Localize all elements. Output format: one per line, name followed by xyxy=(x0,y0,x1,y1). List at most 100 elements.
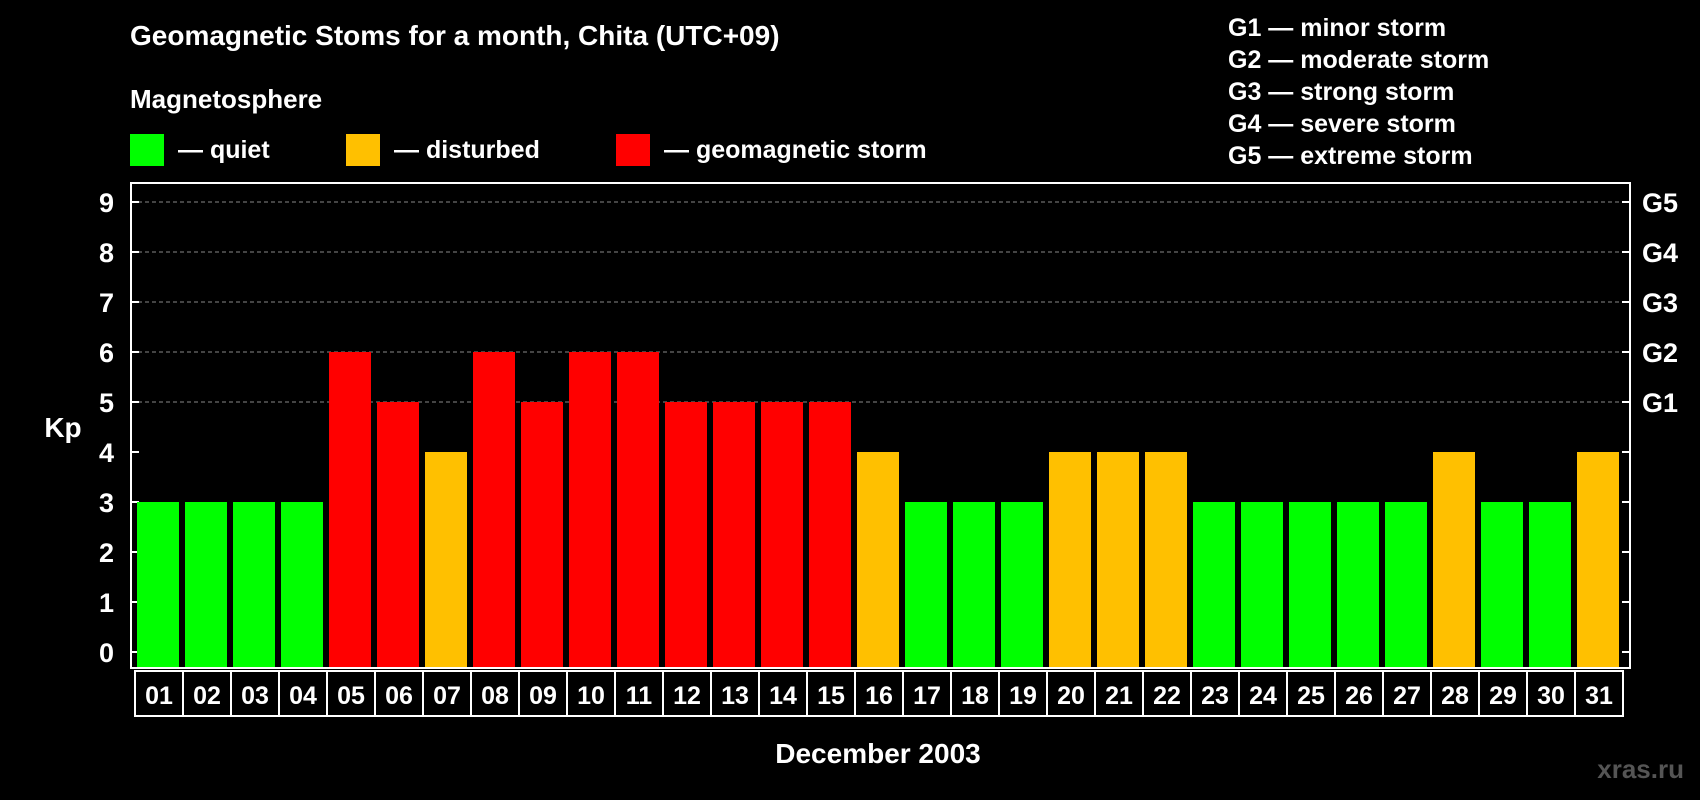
x-tick-label-21: 21 xyxy=(1105,682,1133,710)
x-tick-label-20: 20 xyxy=(1057,682,1085,710)
bar-day-05 xyxy=(329,352,371,667)
legend-storm-label: — geomagnetic storm xyxy=(664,135,927,164)
legend-disturbed-label: — disturbed xyxy=(394,135,540,164)
bar-day-14 xyxy=(761,402,803,667)
date-label-box xyxy=(134,670,1624,717)
y-tick-label: 2 xyxy=(99,538,114,568)
plot-frame xyxy=(130,182,1631,669)
watermark: xras.ru xyxy=(1597,754,1684,784)
bar-day-31 xyxy=(1577,452,1619,667)
legend-disturbed: — disturbed xyxy=(346,134,540,166)
x-tick-label-02: 02 xyxy=(193,682,221,710)
g-scale-label-g5: G5 xyxy=(1642,188,1678,218)
x-tick-label-18: 18 xyxy=(961,682,989,710)
g-scale-label-g3: G3 xyxy=(1642,288,1678,318)
bar-day-25 xyxy=(1289,502,1331,667)
bar-day-16 xyxy=(857,452,899,667)
x-axis-title: December 2003 xyxy=(775,738,980,769)
bar-day-03 xyxy=(233,502,275,667)
x-tick-label-25: 25 xyxy=(1297,682,1325,710)
x-tick-label-05: 05 xyxy=(337,682,365,710)
legend-disturbed-swatch xyxy=(346,134,380,166)
bar-day-28 xyxy=(1433,452,1475,667)
bar-day-01 xyxy=(137,502,179,667)
bar-day-20 xyxy=(1049,452,1091,667)
bar-day-10 xyxy=(569,352,611,667)
x-tick-label-22: 22 xyxy=(1153,682,1181,710)
y-tick-label: 3 xyxy=(99,488,114,518)
legend-heading: Magnetosphere xyxy=(130,84,323,114)
bar-day-19 xyxy=(1001,502,1043,667)
x-tick-label-01: 01 xyxy=(145,682,173,710)
x-tick-label-06: 06 xyxy=(385,682,413,710)
storm-scale-g4: G4 — severe storm xyxy=(1228,110,1456,138)
x-tick-label-31: 31 xyxy=(1585,682,1613,710)
y-tick-label: 4 xyxy=(99,438,114,468)
x-tick-label-13: 13 xyxy=(721,682,749,710)
bar-day-08 xyxy=(473,352,515,667)
x-tick-label-27: 27 xyxy=(1393,682,1421,710)
x-tick-label-15: 15 xyxy=(817,682,845,710)
y-tick-label: 7 xyxy=(99,288,114,318)
bar-day-09 xyxy=(521,402,563,667)
y-axis-title: Kp xyxy=(44,412,81,443)
legend-storm-swatch xyxy=(616,134,650,166)
bar-day-15 xyxy=(809,402,851,667)
x-tick-label-09: 09 xyxy=(529,682,557,710)
chart-title: Geomagnetic Stoms for a month, Chita (UT… xyxy=(130,20,780,51)
g-scale-label-g4: G4 xyxy=(1642,238,1678,268)
bar-day-12 xyxy=(665,402,707,667)
x-tick-label-26: 26 xyxy=(1345,682,1373,710)
y-tick-label: 5 xyxy=(99,388,114,418)
x-tick-label-14: 14 xyxy=(769,682,797,710)
x-tick-label-29: 29 xyxy=(1489,682,1517,710)
bar-day-26 xyxy=(1337,502,1379,667)
x-tick-label-23: 23 xyxy=(1201,682,1229,710)
x-tick-label-16: 16 xyxy=(865,682,893,710)
y-tick-label: 1 xyxy=(99,588,114,618)
legend-quiet-label: — quiet xyxy=(178,135,270,164)
x-tick-label-10: 10 xyxy=(577,682,605,710)
y-tick-label: 9 xyxy=(99,188,114,218)
legend-storm: — geomagnetic storm xyxy=(616,134,927,166)
legend-quiet: — quiet xyxy=(130,134,270,166)
x-tick-label-07: 07 xyxy=(433,682,461,710)
bar-day-27 xyxy=(1385,502,1427,667)
x-tick-label-17: 17 xyxy=(913,682,941,710)
storm-scale-g3: G3 — strong storm xyxy=(1228,78,1455,106)
g-scale-label-g2: G2 xyxy=(1642,338,1678,368)
bar-day-06 xyxy=(377,402,419,667)
bar-day-02 xyxy=(185,502,227,667)
y-tick-label: 0 xyxy=(99,638,114,668)
bar-day-18 xyxy=(953,502,995,667)
x-tick-label-12: 12 xyxy=(673,682,701,710)
bar-day-30 xyxy=(1529,502,1571,667)
x-tick-label-04: 04 xyxy=(289,682,317,710)
x-tick-label-24: 24 xyxy=(1249,682,1277,710)
storm-scale-g1: G1 — minor storm xyxy=(1228,14,1447,42)
bar-day-29 xyxy=(1481,502,1523,667)
bar-day-07 xyxy=(425,452,467,667)
y-tick-label: 8 xyxy=(99,238,114,268)
bar-day-13 xyxy=(713,402,755,667)
x-tick-label-30: 30 xyxy=(1537,682,1565,710)
storm-scale-list: G1 — minor storm G2 — moderate storm G3 … xyxy=(1228,12,1489,172)
y-tick-label: 6 xyxy=(99,338,114,368)
x-tick-label-08: 08 xyxy=(481,682,509,710)
legend-quiet-swatch xyxy=(130,134,164,166)
bar-day-21 xyxy=(1097,452,1139,667)
bar-day-11 xyxy=(617,352,659,667)
x-tick-label-11: 11 xyxy=(626,682,653,710)
bar-day-22 xyxy=(1145,452,1187,667)
bar-day-24 xyxy=(1241,502,1283,667)
x-tick-label-03: 03 xyxy=(241,682,269,710)
bar-day-17 xyxy=(905,502,947,667)
storm-scale-g5: G5 — extreme storm xyxy=(1228,142,1473,170)
g-scale-label-g1: G1 xyxy=(1642,388,1678,418)
bar-day-23 xyxy=(1193,502,1235,667)
storm-scale-g2: G2 — moderate storm xyxy=(1228,46,1490,74)
bar-day-04 xyxy=(281,502,323,667)
x-tick-label-19: 19 xyxy=(1009,682,1037,710)
x-tick-label-28: 28 xyxy=(1441,682,1469,710)
